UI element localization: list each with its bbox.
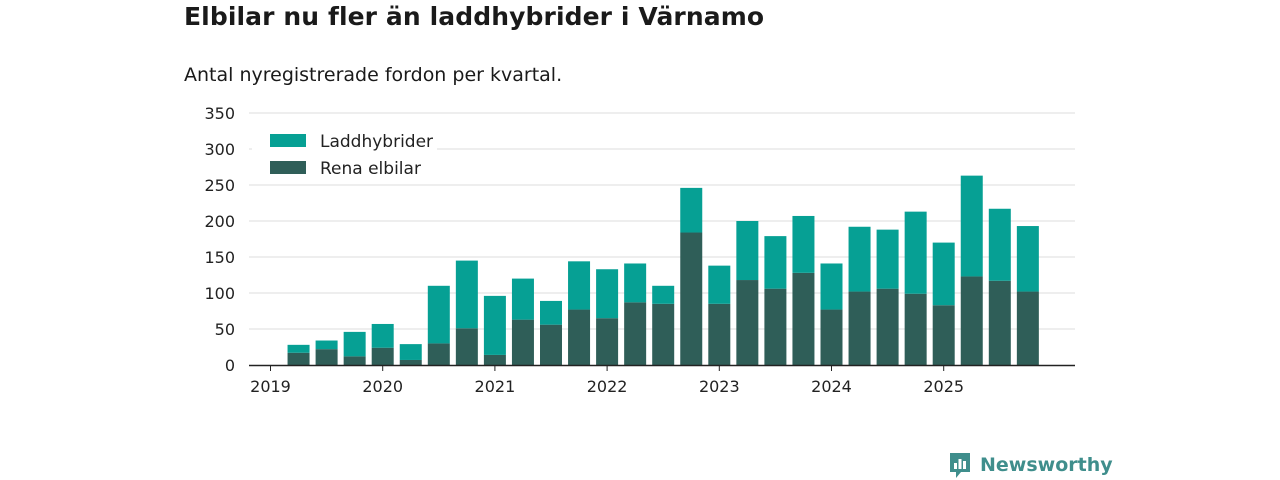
bar-rena-elbilar [652,303,675,365]
bar-rena-elbilar [932,305,955,365]
bar-laddhybrider [287,344,310,353]
bar-rena-elbilar [540,324,562,365]
bar-laddhybrider [511,278,534,320]
bar-laddhybrider [483,295,506,355]
x-tick-label: 2025 [923,377,964,396]
bar-laddhybrider [736,221,759,281]
bar-rena-elbilar [596,318,619,365]
legend-swatch-laddhybrider [270,134,306,147]
y-tick-label: 100 [204,284,235,303]
legend-label-rena-elbilar: Rena elbilar [320,159,421,179]
bar-laddhybrider [988,208,1011,281]
legend-label-laddhybrider: Laddhybrider [320,132,433,152]
bar-rena-elbilar [1016,291,1039,365]
bar-laddhybrider [455,260,478,329]
x-tick-label: 2020 [362,377,403,396]
x-tick-label: 2019 [250,377,291,396]
bar-rena-elbilar [988,280,1011,365]
bar-rena-elbilar [511,319,534,365]
bar-laddhybrider [848,226,871,292]
bar-rena-elbilar [455,328,478,365]
y-tick-label: 150 [204,248,235,267]
bar-laddhybrider [596,269,619,319]
bar-rena-elbilar [343,356,366,365]
chart-subtitle: Antal nyregistrerade fordon per kvartal. [184,64,563,86]
bar-rena-elbilar [399,359,422,365]
x-tick-label: 2021 [475,377,516,396]
y-tick-label: 0 [225,356,235,375]
y-tick-label: 200 [204,212,235,231]
bar-laddhybrider [371,323,394,348]
bar-rena-elbilar [287,352,310,365]
bar-rena-elbilar [483,354,506,365]
bar-laddhybrider [1016,226,1039,292]
x-tick-label: 2023 [699,377,740,396]
bar-laddhybrider [708,265,731,304]
brand-name: Newsworthy [980,454,1113,476]
bar-laddhybrider [624,263,647,303]
bar-rena-elbilar [736,280,759,365]
bar-rena-elbilar [904,293,927,365]
bar-laddhybrider [932,242,955,306]
bar-rena-elbilar [624,302,647,365]
bar-laddhybrider [399,344,422,360]
bar-rena-elbilar [820,309,843,365]
bar-rena-elbilar [427,343,450,365]
bar-rena-elbilar [792,272,815,365]
bar-laddhybrider [764,236,787,289]
y-tick-label: 250 [204,176,235,195]
bar-rena-elbilar [848,291,871,365]
bar-rena-elbilar [960,276,983,365]
bar-laddhybrider [652,285,675,304]
bar-rena-elbilar [876,288,899,365]
x-tick-label: 2024 [811,377,852,396]
y-tick-label: 350 [204,104,235,123]
bar-rena-elbilar [680,232,703,365]
legend-swatch-rena-elbilar [270,161,306,174]
bar-laddhybrider [568,261,591,310]
bar-laddhybrider [343,331,366,357]
x-tick-label: 2022 [587,377,628,396]
bar-laddhybrider [904,211,927,294]
bar-rena-elbilar [708,303,731,365]
bar-laddhybrider [315,340,338,350]
bar-laddhybrider [876,229,899,289]
bar-laddhybrider [792,215,815,273]
bar-rena-elbilar [764,288,787,365]
bar-rena-elbilar [315,349,338,365]
bar-rena-elbilar [371,347,394,365]
bar-laddhybrider [820,263,843,310]
stacked-bar-chart: 0 50 100 150 200 250 300 350 2019 2020 2021 2022 202… [204,104,1075,396]
bar-chart-icon [950,453,970,478]
bar-laddhybrider [540,300,562,325]
y-tick-label: 50 [215,320,235,339]
bar-laddhybrider [680,187,703,233]
bar-rena-elbilar [568,309,591,365]
bar-laddhybrider [960,175,983,277]
y-tick-label: 300 [204,140,235,159]
chart-title: Elbilar nu fler än laddhybrider i Värnam… [184,2,765,31]
bar-laddhybrider [427,285,450,344]
newsworthy-logo[interactable]: Newsworthy [948,451,1113,479]
